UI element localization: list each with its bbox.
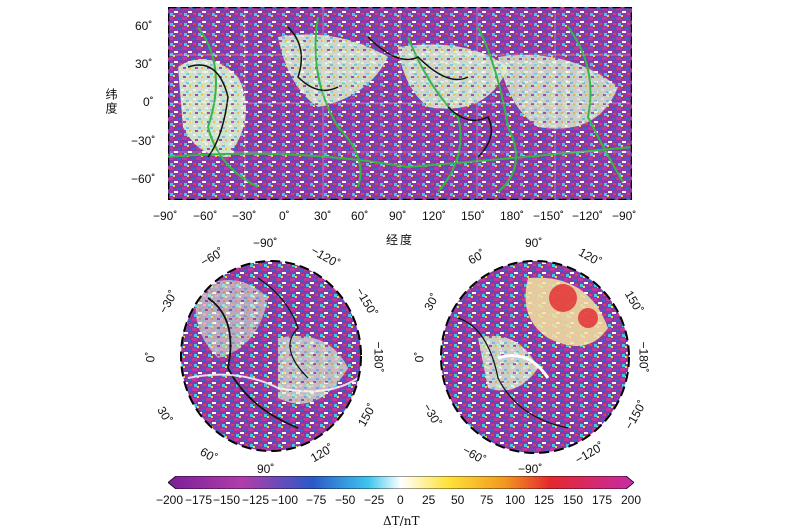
y-tick: 30˚ — [135, 57, 153, 71]
y-tick: −60˚ — [131, 172, 156, 186]
polar-right-label: 0˚ — [412, 351, 427, 363]
x-tick: −90˚ — [153, 209, 178, 223]
x-tick: −30˚ — [232, 209, 257, 223]
x-tick: 150˚ — [461, 209, 486, 223]
polar-left-label: −30˚ — [156, 287, 181, 317]
y-tick: −30˚ — [131, 134, 156, 148]
top-map-panel — [167, 6, 633, 201]
colorbar-tick: −50 — [335, 493, 356, 507]
colorbar-tick: −200 — [156, 493, 184, 507]
x-axis-title: 经度 — [386, 233, 415, 247]
colorbar-tick: −150 — [213, 493, 241, 507]
y-tick: 60˚ — [135, 19, 153, 33]
polar-left-label: 30˚ — [154, 403, 176, 427]
polar-left-label: 0˚ — [143, 351, 158, 363]
colorbar-tick: 175 — [592, 493, 613, 507]
colorbar-tick: −75 — [306, 493, 327, 507]
x-tick: 60˚ — [351, 209, 369, 223]
colorbar-tick: 150 — [563, 493, 584, 507]
colorbar-tick: 125 — [534, 493, 555, 507]
colorbar-tick: 0 — [397, 493, 404, 507]
colorbar-tick: −25 — [364, 493, 385, 507]
x-tick: −120˚ — [572, 209, 604, 223]
x-tick: 30˚ — [314, 209, 332, 223]
colorbar-tick: 200 — [621, 493, 642, 507]
colorbar-tick: 100 — [505, 493, 526, 507]
polar-left-label: −180˚ — [371, 341, 386, 373]
global-anomaly-map — [167, 6, 633, 201]
colorbar-tick: 25 — [422, 493, 436, 507]
colorbar-tick: 75 — [480, 493, 494, 507]
colorbar-label: ΔT/nT — [383, 514, 420, 528]
colorbar-tick: 50 — [451, 493, 465, 507]
x-tick: 0˚ — [279, 209, 290, 223]
polar-map-left — [178, 258, 364, 454]
colorbar-tick: −100 — [271, 493, 299, 507]
x-tick: −150˚ — [533, 209, 565, 223]
polar-right-label: −90˚ — [518, 462, 543, 476]
x-tick: 90˚ — [389, 209, 407, 223]
x-tick: 120˚ — [422, 209, 447, 223]
colorbar-tick: −125 — [242, 493, 270, 507]
x-tick: −60˚ — [193, 209, 218, 223]
colorbar — [167, 475, 635, 490]
polar-left-label: −90˚ — [253, 236, 278, 250]
polar-left-label: 90˚ — [257, 462, 275, 476]
polar-right-label: −180˚ — [636, 341, 651, 373]
polar-map-right — [438, 258, 632, 456]
y-axis-title: 纬度 — [104, 88, 118, 116]
colorbar-ticks: −200 −175 −150 −125 −100 −75 −50 −25 0 2… — [156, 493, 641, 509]
x-tick: 180˚ — [500, 209, 525, 223]
x-tick: −90˚ — [612, 209, 637, 223]
colorbar-tick: −175 — [185, 493, 213, 507]
y-tick: 0˚ — [143, 95, 154, 109]
polar-right-label: 90˚ — [525, 236, 543, 250]
